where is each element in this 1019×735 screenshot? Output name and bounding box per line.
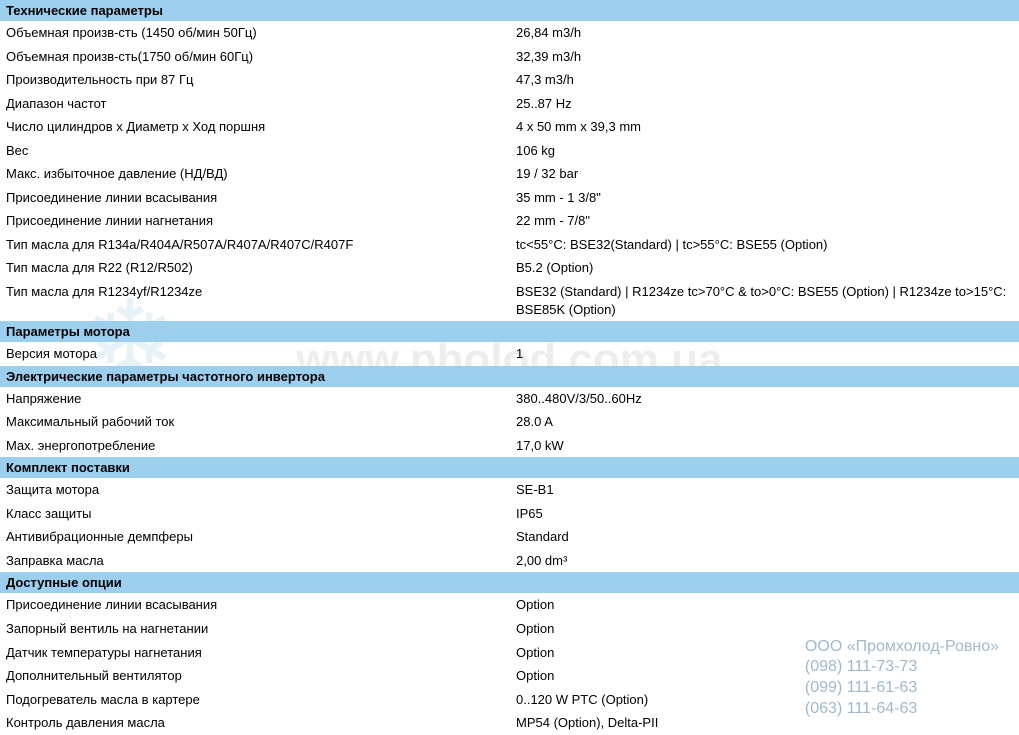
spec-value: Option	[510, 593, 1019, 617]
spec-row: Присоединение линии всасыванияOption	[0, 593, 1019, 617]
spec-row: Защита мотораSE-B1	[0, 478, 1019, 502]
spec-row: Тип масла для R22 (R12/R502)B5.2 (Option…	[0, 256, 1019, 280]
spec-row: Присоединение линии всасывания35 mm - 1 …	[0, 186, 1019, 210]
spec-value: 28.0 A	[510, 410, 1019, 434]
spec-value: 22 mm - 7/8"	[510, 209, 1019, 233]
spec-row: Производительность при 87 Гц47,3 m3/h	[0, 68, 1019, 92]
spec-value: Option	[510, 664, 1019, 688]
spec-value: 26,84 m3/h	[510, 21, 1019, 45]
spec-label: Защита мотора	[0, 478, 510, 502]
spec-label: Объемная произв-сть (1450 об/мин 50Гц)	[0, 21, 510, 45]
spec-value: 25..87 Hz	[510, 92, 1019, 116]
spec-row: Версия мотора1	[0, 342, 1019, 366]
section-title: Технические параметры	[0, 0, 1019, 21]
section-header: Технические параметры	[0, 0, 1019, 21]
spec-row: Запорный вентиль на нагнетанииOption	[0, 617, 1019, 641]
section-title: Параметры мотора	[0, 321, 1019, 342]
spec-label: Запорный вентиль на нагнетании	[0, 617, 510, 641]
spec-value: 380..480V/3/50..60Hz	[510, 387, 1019, 411]
spec-row: Максимальный рабочий ток28.0 A	[0, 410, 1019, 434]
spec-value: tc<55°C: BSE32(Standard) | tc>55°C: BSE5…	[510, 233, 1019, 257]
spec-label: Контроль давления масла	[0, 711, 510, 735]
section-title: Доступные опции	[0, 572, 1019, 593]
spec-label: Производительность при 87 Гц	[0, 68, 510, 92]
spec-value: 106 kg	[510, 139, 1019, 163]
spec-label: Макс. избыточное давление (НД/ВД)	[0, 162, 510, 186]
spec-row: Число цилиндров x Диаметр x Ход поршня4 …	[0, 115, 1019, 139]
spec-value: 32,39 m3/h	[510, 45, 1019, 69]
spec-label: Диапазон частот	[0, 92, 510, 116]
spec-label: Тип масла для R134a/R404A/R507A/R407A/R4…	[0, 233, 510, 257]
spec-row: Диапазон частот25..87 Hz	[0, 92, 1019, 116]
spec-row: Присоединение линии нагнетания22 mm - 7/…	[0, 209, 1019, 233]
section-header: Электрические параметры частотного инвер…	[0, 366, 1019, 387]
spec-label: Число цилиндров x Диаметр x Ход поршня	[0, 115, 510, 139]
spec-value: 2,00 dm³	[510, 549, 1019, 573]
spec-label: Антивибрационные демпферы	[0, 525, 510, 549]
spec-value: Option	[510, 617, 1019, 641]
spec-value: 17,0 kW	[510, 434, 1019, 458]
spec-label: Версия мотора	[0, 342, 510, 366]
spec-row: Объемная произв-сть (1450 об/мин 50Гц)26…	[0, 21, 1019, 45]
spec-label: Вес	[0, 139, 510, 163]
spec-value: SE-B1	[510, 478, 1019, 502]
spec-label: Тип масла для R1234yf/R1234ze	[0, 280, 510, 321]
spec-row: Заправка масла2,00 dm³	[0, 549, 1019, 573]
section-header: Параметры мотора	[0, 321, 1019, 342]
spec-table: Технические параметрыОбъемная произв-сть…	[0, 0, 1019, 735]
spec-value: 4 x 50 mm x 39,3 mm	[510, 115, 1019, 139]
spec-value: 19 / 32 bar	[510, 162, 1019, 186]
spec-value: Standard	[510, 525, 1019, 549]
section-title: Электрические параметры частотного инвер…	[0, 366, 1019, 387]
spec-row: Датчик температуры нагнетанияOption	[0, 641, 1019, 665]
section-header: Доступные опции	[0, 572, 1019, 593]
spec-row: Подогреватель масла в картере0..120 W PT…	[0, 688, 1019, 712]
spec-label: Заправка масла	[0, 549, 510, 573]
spec-label: Присоединение линии всасывания	[0, 593, 510, 617]
spec-label: Подогреватель масла в картере	[0, 688, 510, 712]
spec-row: Антивибрационные демпферыStandard	[0, 525, 1019, 549]
spec-label: Присоединение линии нагнетания	[0, 209, 510, 233]
spec-value: Option	[510, 641, 1019, 665]
spec-label: Максимальный рабочий ток	[0, 410, 510, 434]
section-header: Комплект поставки	[0, 457, 1019, 478]
spec-row: Max. энергопотребление17,0 kW	[0, 434, 1019, 458]
spec-label: Датчик температуры нагнетания	[0, 641, 510, 665]
spec-value: 47,3 m3/h	[510, 68, 1019, 92]
spec-row: Напряжение380..480V/3/50..60Hz	[0, 387, 1019, 411]
spec-value: IP65	[510, 502, 1019, 526]
spec-value: BSE32 (Standard) | R1234ze tc>70°C & to>…	[510, 280, 1019, 321]
spec-row: Класс защитыIP65	[0, 502, 1019, 526]
spec-label: Max. энергопотребление	[0, 434, 510, 458]
spec-row: Дополнительный вентиляторOption	[0, 664, 1019, 688]
spec-label: Объемная произв-сть(1750 об/мин 60Гц)	[0, 45, 510, 69]
spec-value: B5.2 (Option)	[510, 256, 1019, 280]
spec-value: MP54 (Option), Delta-PII	[510, 711, 1019, 735]
spec-row: Тип масла для R134a/R404A/R507A/R407A/R4…	[0, 233, 1019, 257]
spec-value: 35 mm - 1 3/8"	[510, 186, 1019, 210]
spec-row: Объемная произв-сть(1750 об/мин 60Гц)32,…	[0, 45, 1019, 69]
spec-row: Тип масла для R1234yf/R1234zeBSE32 (Stan…	[0, 280, 1019, 321]
spec-label: Дополнительный вентилятор	[0, 664, 510, 688]
spec-value: 1	[510, 342, 1019, 366]
spec-row: Макс. избыточное давление (НД/ВД)19 / 32…	[0, 162, 1019, 186]
spec-label: Присоединение линии всасывания	[0, 186, 510, 210]
spec-row: Вес106 kg	[0, 139, 1019, 163]
section-title: Комплект поставки	[0, 457, 1019, 478]
spec-value: 0..120 W PTC (Option)	[510, 688, 1019, 712]
spec-label: Напряжение	[0, 387, 510, 411]
spec-label: Класс защиты	[0, 502, 510, 526]
spec-row: Контроль давления маслаMP54 (Option), De…	[0, 711, 1019, 735]
spec-label: Тип масла для R22 (R12/R502)	[0, 256, 510, 280]
